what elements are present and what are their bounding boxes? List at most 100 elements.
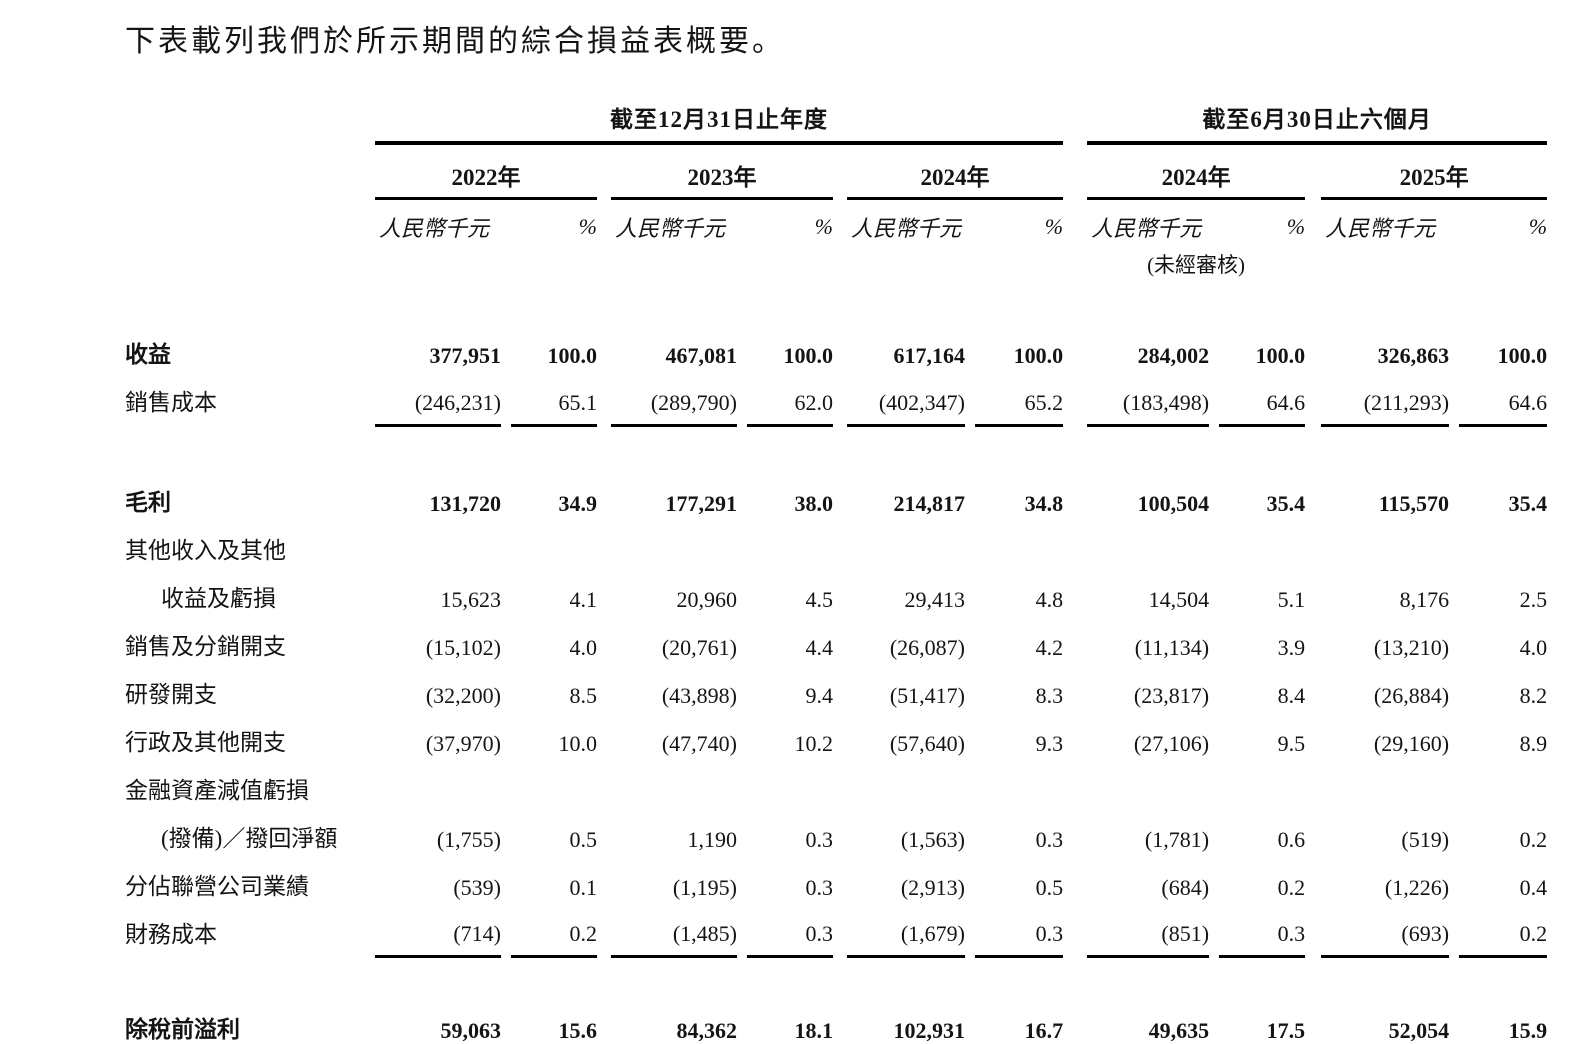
unit-header: 人民幣千元 <box>379 216 490 241</box>
percent-cell: 62.0 <box>747 377 833 427</box>
spacer-cell <box>1305 525 1321 573</box>
spacer-cell <box>501 329 511 377</box>
spacer-cell <box>597 813 611 861</box>
amount-cell: (47,740) <box>661 730 737 756</box>
spacer-cell <box>737 1004 747 1044</box>
amount-cell: (11,134) <box>1134 634 1210 660</box>
percent-cell <box>975 765 1063 813</box>
spacer-cell <box>597 329 611 377</box>
year-header-row: 2022年 2023年 2024年 2024年 2025年 <box>125 143 1548 200</box>
amount-cell: (37,970) <box>425 730 501 756</box>
spacer-cell <box>1449 621 1459 669</box>
spacer-cell <box>833 621 847 669</box>
spacer-cell <box>501 621 511 669</box>
spacer-cell <box>597 669 611 717</box>
row-label: 毛利 <box>125 489 171 515</box>
spacer-cell <box>1063 669 1087 717</box>
spacer-cell <box>965 377 975 425</box>
amount-cell <box>375 765 501 813</box>
percent-cell: 15.9 <box>1508 1018 1548 1043</box>
table-row: 銷售及分銷開支 (15,102) 4.0 (20,761) 4.4 (26,087) 4.2… <box>125 621 1547 669</box>
percent-cell: 15.6 <box>558 1018 598 1043</box>
spacer-cell <box>965 861 975 909</box>
year-header-2025: 2025年 <box>1321 143 1548 200</box>
spacer-cell <box>597 377 611 425</box>
amount-cell: (1,226) <box>1384 874 1450 900</box>
spacer-cell <box>1063 717 1087 765</box>
spacer-cell <box>1305 813 1321 861</box>
percent-cell: 0.2 <box>1519 826 1548 852</box>
amount-cell: 20,960 <box>676 586 738 612</box>
percent-cell: 8.3 <box>1035 682 1064 708</box>
percent-cell: 0.3 <box>805 826 834 852</box>
percent-cell: 4.8 <box>1035 586 1064 612</box>
income-statement-table: 截至12月31日止年度 截至6月30日止六個月 2022年 2023年 2024… <box>125 100 1548 1044</box>
amount-cell: (183,498) <box>1087 377 1210 427</box>
percent-cell: 2.5 <box>1519 586 1548 612</box>
percent-cell: 9.4 <box>805 682 834 708</box>
table-row: 行政及其他開支 (37,970) 10.0 (47,740) 10.2 (57,640) 9… <box>125 717 1547 765</box>
spacer-cell <box>1063 909 1087 957</box>
percent-cell <box>511 765 597 813</box>
unit-header: 人民幣千元 <box>1091 216 1202 241</box>
amount-cell: (519) <box>1401 826 1450 852</box>
percent-cell: 4.2 <box>1035 634 1064 660</box>
spacer-cell <box>1063 573 1087 621</box>
spacer-cell <box>965 329 975 377</box>
year-header-2024: 2024年 <box>847 143 1064 200</box>
spacer-cell <box>1063 525 1087 573</box>
amount-cell: 100,504 <box>1137 490 1210 516</box>
amount-cell: (289,790) <box>611 377 737 427</box>
amount-cell: (43,898) <box>661 682 737 708</box>
percent-cell: 35.4 <box>1266 490 1306 516</box>
spacer-cell <box>597 909 611 957</box>
amount-cell: (32,200) <box>425 682 501 708</box>
percent-cell: 5.1 <box>1277 586 1306 612</box>
spacer-cell <box>1449 717 1459 765</box>
year-header-2023: 2023年 <box>611 143 833 200</box>
table-row: 銷售成本 (246,231) 65.1 (289,790) 62.0 (402,347) 6… <box>125 377 1548 427</box>
spacer-row <box>125 957 1547 1005</box>
spacer-cell <box>833 573 847 621</box>
percent-cell: 65.2 <box>975 377 1064 427</box>
amount-cell: (2,913) <box>900 874 965 900</box>
amount-cell: (1,195) <box>672 874 737 900</box>
spacer-cell <box>1449 377 1459 425</box>
amount-cell: 14,504 <box>1148 586 1210 612</box>
percent-cell: 0.4 <box>1519 874 1548 900</box>
row-label: 研發開支 <box>125 681 217 707</box>
percent-cell: 100.0 <box>1013 343 1064 368</box>
percent-cell: 4.0 <box>1519 634 1548 660</box>
spacer-cell <box>1305 621 1321 669</box>
table-row: 財務成本 (714) 0.2 (1,485) 0.3 (1,679) 0.3 (851) 0.3… <box>125 908 1548 958</box>
spacer-cell <box>965 669 975 717</box>
percent-header: % <box>1528 214 1548 239</box>
unaudited-note: (未經審核) <box>1147 253 1246 277</box>
spacer-cell <box>1209 861 1219 909</box>
spacer-cell <box>1209 377 1219 425</box>
table-row: 其他收入及其他 <box>125 525 1547 573</box>
spacer-cell <box>965 765 975 813</box>
amount-cell <box>375 525 501 573</box>
amount-cell: 1,190 <box>687 826 738 852</box>
amount-cell: (51,417) <box>889 682 965 708</box>
spacer-cell <box>1063 477 1087 525</box>
spacer-cell <box>737 669 747 717</box>
spacer-cell <box>737 329 747 377</box>
spacer-cell <box>125 425 1547 477</box>
amount-cell: 102,931 <box>893 1018 966 1043</box>
spacer-cell <box>501 1004 511 1044</box>
year-header-2022: 2022年 <box>375 143 597 200</box>
spacer-cell <box>965 621 975 669</box>
percent-cell: 4.4 <box>805 634 834 660</box>
spacer-cell <box>597 1004 611 1044</box>
spacer-cell <box>1449 765 1459 813</box>
spacer-cell <box>1449 525 1459 573</box>
spacer-cell <box>1305 669 1321 717</box>
amount-cell: (211,293) <box>1321 377 1450 427</box>
percent-cell: 64.6 <box>1219 377 1306 427</box>
percent-cell: 17.5 <box>1266 1018 1306 1043</box>
amount-cell: 115,570 <box>1378 490 1450 516</box>
spacer-cell <box>597 717 611 765</box>
